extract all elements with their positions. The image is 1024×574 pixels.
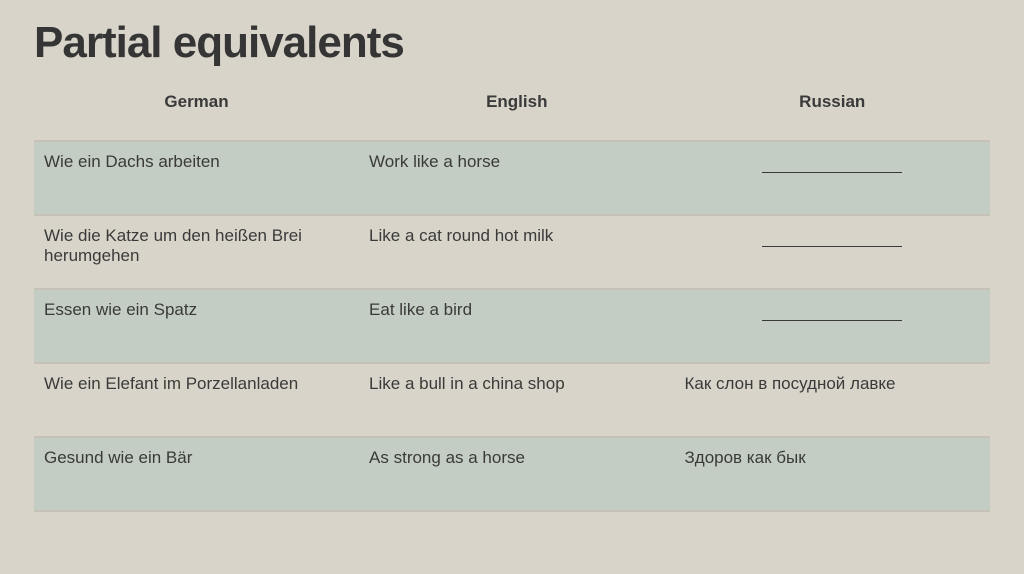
table-row: Wie die Katze um den heißen Brei herumge… [34, 215, 990, 289]
cell-english: As strong as a horse [359, 437, 674, 511]
cell-english: Like a bull in a china shop [359, 363, 674, 437]
cell-russian [675, 141, 991, 215]
blank-underline [762, 320, 902, 321]
cell-russian: Как слон в посудной лавке [675, 363, 991, 437]
blank-underline [762, 172, 902, 173]
col-header-russian: Russian [675, 82, 991, 141]
cell-german: Wie ein Elefant im Porzellanladen [34, 363, 359, 437]
cell-german: Gesund wie ein Bär [34, 437, 359, 511]
cell-russian: Здоров как бык [675, 437, 991, 511]
equivalents-table: German English Russian Wie ein Dachs arb… [34, 82, 990, 512]
cell-german: Essen wie ein Spatz [34, 289, 359, 363]
table-row: Wie ein Elefant im PorzellanladenLike a … [34, 363, 990, 437]
cell-russian [675, 215, 991, 289]
cell-russian [675, 289, 991, 363]
table-row: Wie ein Dachs arbeitenWork like a horse [34, 141, 990, 215]
cell-german: Wie die Katze um den heißen Brei herumge… [34, 215, 359, 289]
cell-english: Work like a horse [359, 141, 674, 215]
cell-english: Eat like a bird [359, 289, 674, 363]
blank-underline [762, 246, 902, 247]
col-header-english: English [359, 82, 674, 141]
cell-german: Wie ein Dachs arbeiten [34, 141, 359, 215]
slide: Partial equivalents German English Russi… [0, 0, 1024, 574]
page-title: Partial equivalents [34, 18, 990, 68]
table-body: Wie ein Dachs arbeitenWork like a horseW… [34, 141, 990, 511]
cell-english: Like a cat round hot milk [359, 215, 674, 289]
table-row: Gesund wie ein BärAs strong as a horseЗд… [34, 437, 990, 511]
col-header-german: German [34, 82, 359, 141]
table-row: Essen wie ein SpatzEat like a bird [34, 289, 990, 363]
table-header-row: German English Russian [34, 82, 990, 141]
